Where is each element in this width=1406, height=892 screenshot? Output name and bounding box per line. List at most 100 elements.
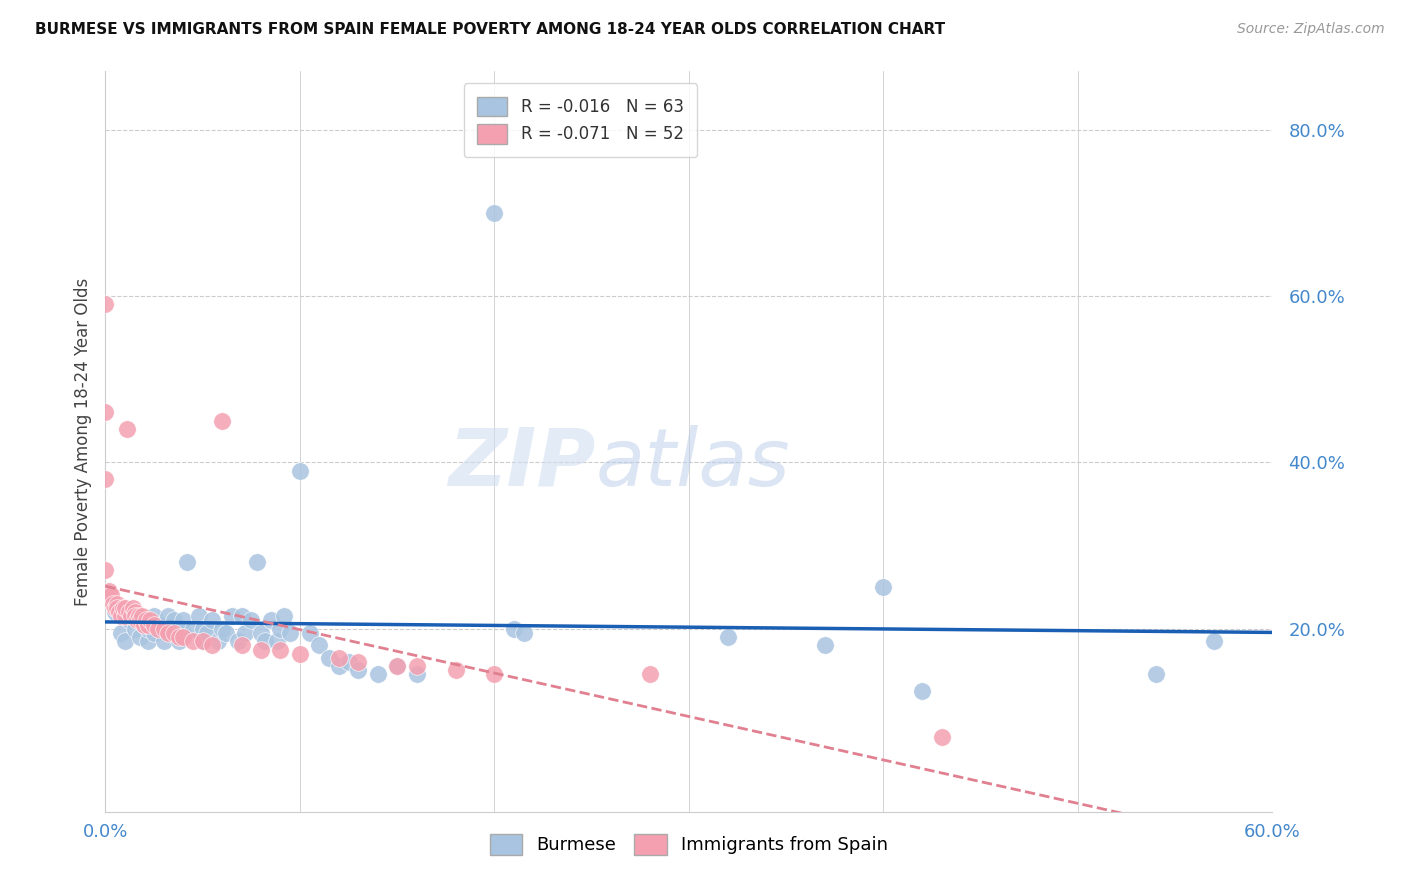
Point — [176, 555, 198, 569]
Point — [328, 659, 350, 673]
Point — [156, 625, 179, 640]
Point — [318, 650, 340, 665]
Point — [134, 617, 156, 632]
Point — [385, 659, 408, 673]
Point — [347, 663, 370, 677]
Point — [153, 622, 174, 636]
Point — [131, 609, 153, 624]
Point — [114, 609, 136, 624]
Y-axis label: Female Poverty Among 18-24 Year Olds: Female Poverty Among 18-24 Year Olds — [73, 277, 91, 606]
Point — [814, 638, 837, 652]
Point — [169, 630, 191, 644]
Point — [153, 634, 174, 648]
Point — [118, 614, 141, 628]
Point — [444, 663, 467, 677]
Point — [94, 405, 117, 419]
Legend: Burmese, Immigrants from Spain: Burmese, Immigrants from Spain — [482, 827, 896, 862]
Point — [502, 622, 524, 636]
Point — [98, 584, 121, 599]
Point — [162, 625, 184, 640]
Text: ZIP: ZIP — [449, 425, 596, 503]
Point — [187, 609, 209, 624]
Point — [201, 614, 224, 628]
Point — [405, 667, 427, 681]
Point — [121, 601, 143, 615]
Point — [231, 638, 253, 652]
Point — [288, 464, 311, 478]
Point — [931, 730, 953, 744]
Point — [118, 605, 141, 619]
Point — [367, 667, 389, 681]
Point — [235, 625, 257, 640]
Point — [231, 609, 253, 624]
Point — [308, 638, 330, 652]
Point — [135, 614, 157, 628]
Point — [288, 647, 311, 661]
Point — [385, 659, 408, 673]
Point — [269, 642, 292, 657]
Point — [125, 614, 148, 628]
Text: Source: ZipAtlas.com: Source: ZipAtlas.com — [1237, 22, 1385, 37]
Point — [298, 625, 321, 640]
Point — [211, 622, 233, 636]
Point — [105, 601, 128, 615]
Point — [136, 634, 159, 648]
Point — [136, 622, 159, 636]
Point — [172, 614, 194, 628]
Point — [269, 622, 292, 636]
Point — [139, 614, 162, 628]
Point — [872, 580, 894, 594]
Point — [181, 622, 204, 636]
Point — [250, 625, 273, 640]
Point — [143, 625, 166, 640]
Point — [129, 630, 152, 644]
Point — [215, 625, 238, 640]
Point — [512, 625, 534, 640]
Point — [110, 625, 132, 640]
Point — [273, 609, 295, 624]
Point — [111, 601, 134, 615]
Point — [201, 638, 224, 652]
Point — [124, 622, 146, 636]
Point — [911, 684, 934, 698]
Point — [172, 625, 194, 640]
Point — [153, 622, 174, 636]
Point — [134, 617, 156, 632]
Point — [337, 655, 360, 669]
Point — [108, 605, 131, 619]
Point — [100, 589, 122, 603]
Text: BURMESE VS IMMIGRANTS FROM SPAIN FEMALE POVERTY AMONG 18-24 YEAR OLDS CORRELATIO: BURMESE VS IMMIGRANTS FROM SPAIN FEMALE … — [35, 22, 945, 37]
Point — [120, 609, 142, 624]
Point — [246, 555, 269, 569]
Point — [638, 667, 661, 681]
Point — [221, 609, 243, 624]
Point — [149, 617, 172, 632]
Point — [110, 609, 132, 624]
Point — [226, 634, 249, 648]
Point — [250, 642, 273, 657]
Point — [146, 622, 169, 636]
Text: atlas: atlas — [596, 425, 790, 503]
Point — [143, 609, 166, 624]
Point — [207, 634, 229, 648]
Point — [484, 667, 506, 681]
Point — [104, 605, 127, 619]
Point — [124, 605, 146, 619]
Point — [104, 601, 127, 615]
Point — [211, 414, 233, 428]
Point — [191, 622, 214, 636]
Point — [191, 634, 214, 648]
Point — [484, 206, 506, 220]
Point — [115, 422, 138, 436]
Point — [266, 634, 288, 648]
Point — [162, 625, 184, 640]
Point — [347, 655, 370, 669]
Point — [278, 625, 301, 640]
Point — [124, 609, 146, 624]
Point — [129, 614, 152, 628]
Point — [143, 617, 166, 632]
Point — [124, 609, 146, 624]
Point — [405, 659, 427, 673]
Point — [172, 630, 194, 644]
Point — [181, 634, 204, 648]
